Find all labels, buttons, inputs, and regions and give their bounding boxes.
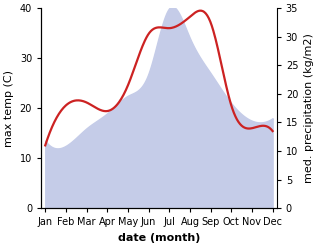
Y-axis label: med. precipitation (kg/m2): med. precipitation (kg/m2) <box>304 33 314 183</box>
X-axis label: date (month): date (month) <box>118 233 200 243</box>
Y-axis label: max temp (C): max temp (C) <box>4 70 14 147</box>
